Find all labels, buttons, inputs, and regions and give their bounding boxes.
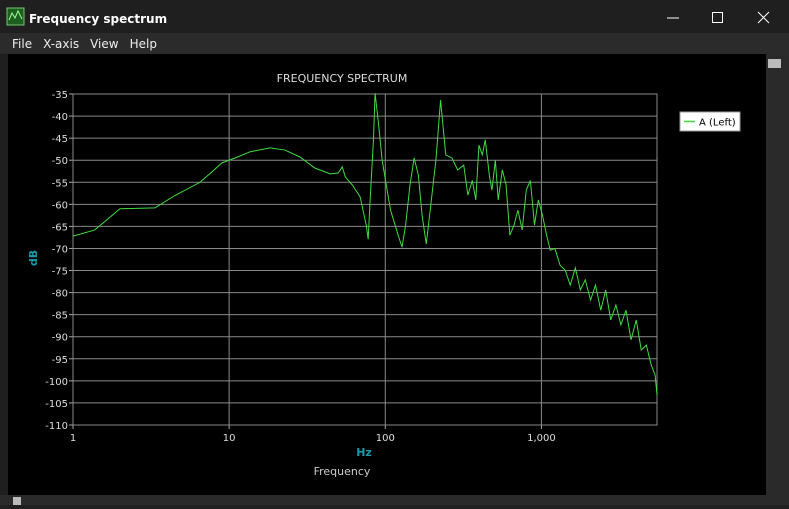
legend-label: A (Left) [699,118,736,129]
y-tick-label: -65 [52,222,68,233]
title-bar [0,0,789,33]
x-tick-label: 1 [70,433,76,444]
y-axis-label: dB [27,250,40,266]
menu-item[interactable]: Help [130,37,157,51]
menu-item[interactable]: File [12,37,32,51]
x-unit-label: Hz [356,446,372,459]
y-tick-label: -50 [52,156,68,167]
y-tick-label: -95 [52,355,68,366]
scroll-thumb[interactable] [768,59,781,68]
menu-item[interactable]: View [90,37,119,51]
y-tick-label: -55 [52,178,68,189]
y-tick-label: -75 [52,267,68,278]
menu-bar [0,33,789,54]
y-tick-label: -90 [52,333,68,344]
menu: File X-axis View Help [12,37,157,51]
y-tick-label: -105 [45,399,68,410]
y-tick-label: -80 [52,289,68,300]
close-button[interactable] [757,11,770,24]
maximize-button[interactable] [712,12,723,23]
series-line [72,93,658,396]
x-axis-label: Frequency [314,465,371,478]
x-tick-label: 100 [376,433,395,444]
chart-title: FREQUENCY SPECTRUM [277,72,408,85]
y-tick-label: -110 [45,421,68,432]
horizontal-scrollbar[interactable] [0,495,789,505]
y-tick-label: -60 [52,200,68,211]
y-tick-label: -85 [52,311,68,322]
y-tick-label: -40 [52,112,68,123]
legend-box [679,111,741,132]
x-tick-label: 1,000 [527,433,556,444]
chart: FREQUENCY SPECTRUM Frequency Hz dB -35 -4… [27,72,741,478]
window-title: Frequency spectrum [29,12,167,26]
menu-item[interactable]: X-axis [43,37,79,51]
y-tick-label: -45 [52,134,68,145]
plot-frame [72,93,658,426]
scroll-thumb[interactable] [13,497,21,505]
y-tick-label: -35 [52,90,68,101]
chart-area [8,54,766,495]
x-tick-label: 10 [223,433,236,444]
vertical-scrollbar[interactable] [766,54,789,495]
y-tick-label: -70 [52,244,68,255]
app-icon-line [8,9,23,21]
y-tick-label: -100 [45,377,68,388]
